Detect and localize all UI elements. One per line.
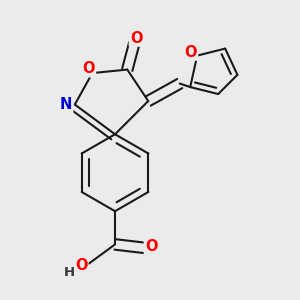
Text: O: O <box>185 45 197 60</box>
Text: N: N <box>60 97 72 112</box>
Text: O: O <box>75 258 87 273</box>
Text: H: H <box>64 266 75 279</box>
Text: O: O <box>82 61 95 76</box>
Text: O: O <box>145 239 157 254</box>
Text: O: O <box>130 31 142 46</box>
